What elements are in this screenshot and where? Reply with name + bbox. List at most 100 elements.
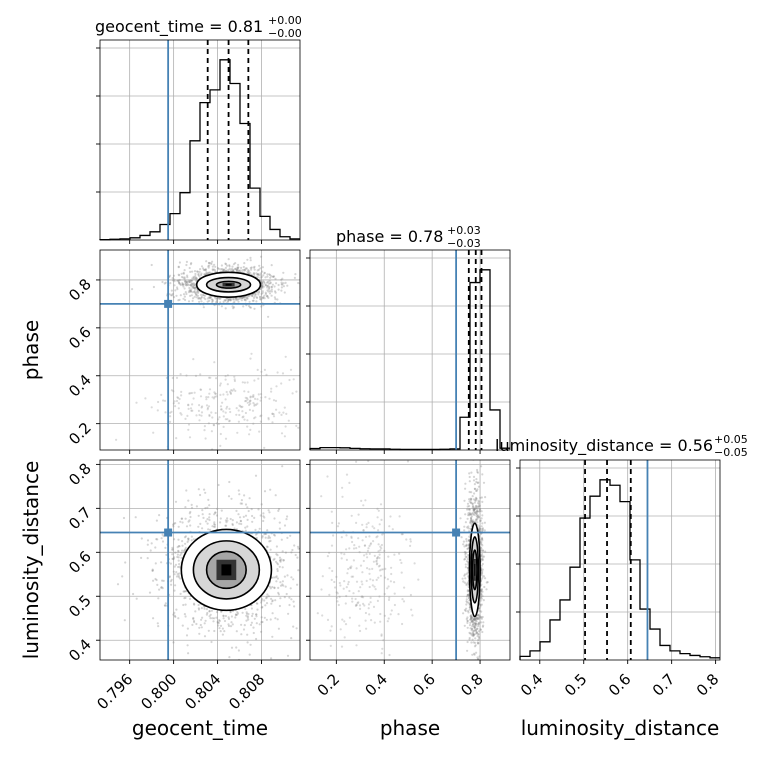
sample-point xyxy=(234,613,237,616)
sample-point xyxy=(280,558,283,561)
sample-point xyxy=(174,289,177,292)
sample-point xyxy=(211,300,214,304)
sample-point xyxy=(235,407,238,410)
sample-point xyxy=(377,550,380,553)
sample-point xyxy=(252,401,255,405)
sample-point xyxy=(177,545,180,548)
sample-point xyxy=(465,600,468,603)
sample-point xyxy=(484,496,487,499)
sample-point xyxy=(228,407,231,410)
sample-point xyxy=(122,516,126,520)
sample-point xyxy=(378,556,381,560)
sample-point xyxy=(302,565,304,567)
sample-point xyxy=(174,551,177,554)
sample-point xyxy=(479,628,482,631)
sample-point xyxy=(194,278,197,281)
sample-point xyxy=(270,597,273,601)
sample-point xyxy=(183,277,186,280)
sample-point xyxy=(468,535,471,538)
sample-point xyxy=(250,607,253,610)
sample-point xyxy=(475,618,478,621)
sample-point xyxy=(246,258,249,261)
sample-point xyxy=(173,565,176,568)
sample-point xyxy=(205,404,209,407)
sample-point xyxy=(248,403,251,407)
sample-point xyxy=(263,294,266,297)
sample-point xyxy=(171,292,174,295)
sample-point xyxy=(163,604,166,607)
sample-point xyxy=(398,515,401,518)
sample-point xyxy=(375,559,378,562)
sample-point xyxy=(255,622,258,625)
sample-point xyxy=(263,368,266,371)
sample-point xyxy=(227,297,230,300)
sample-point xyxy=(472,634,475,637)
sample-point xyxy=(297,569,300,572)
sample-point xyxy=(372,560,375,563)
sample-point xyxy=(228,419,231,422)
sample-point xyxy=(200,300,203,303)
sample-point xyxy=(199,623,202,627)
sample-point xyxy=(207,272,210,275)
sample-point xyxy=(256,368,259,371)
sample-point xyxy=(217,483,220,487)
sample-point xyxy=(186,283,189,286)
sample-point xyxy=(472,479,476,482)
sample-point xyxy=(229,392,232,395)
sample-point xyxy=(247,269,250,272)
sample-point xyxy=(160,586,163,589)
sample-point xyxy=(466,619,469,623)
tick-label-x: 0.8 xyxy=(457,670,487,700)
sample-point xyxy=(206,272,209,275)
sample-point xyxy=(369,542,373,545)
sample-point xyxy=(467,512,470,515)
sample-point xyxy=(173,573,176,576)
sample-point xyxy=(340,552,343,555)
sample-point xyxy=(199,373,202,376)
sample-point xyxy=(187,520,190,523)
panel-bg xyxy=(310,250,510,450)
sample-point xyxy=(270,602,273,605)
sample-point xyxy=(171,279,174,282)
sample-point xyxy=(237,409,240,412)
sample-point xyxy=(355,580,359,583)
sample-point xyxy=(480,555,483,558)
sample-point xyxy=(474,618,477,622)
sample-point xyxy=(358,604,362,607)
sample-point xyxy=(232,388,235,391)
sample-point xyxy=(180,556,183,560)
sample-point xyxy=(208,296,211,299)
sample-point xyxy=(237,420,240,423)
sample-point xyxy=(262,285,265,288)
sample-point xyxy=(471,502,474,505)
sample-point xyxy=(242,415,245,418)
sample-point xyxy=(274,576,277,579)
sample-point xyxy=(478,510,481,513)
sample-point xyxy=(266,280,270,283)
sample-point xyxy=(123,619,126,622)
sample-point xyxy=(472,519,475,522)
sample-point xyxy=(253,516,256,520)
sample-point xyxy=(253,417,256,420)
sample-point xyxy=(146,539,150,542)
sample-point xyxy=(161,587,164,590)
sample-point xyxy=(345,594,348,598)
sample-point xyxy=(224,437,228,440)
sample-point xyxy=(296,583,299,586)
sample-point xyxy=(347,580,350,584)
sample-point xyxy=(216,267,219,270)
sample-point xyxy=(478,621,481,624)
sample-point xyxy=(467,566,470,570)
sample-point xyxy=(479,593,482,597)
sample-point xyxy=(262,515,265,518)
sample-point xyxy=(163,282,166,285)
sample-point xyxy=(284,355,287,358)
sample-point xyxy=(205,271,208,274)
sample-point xyxy=(476,471,479,474)
sample-point xyxy=(224,614,227,618)
sample-point xyxy=(476,507,479,510)
sample-point xyxy=(180,390,183,393)
sample-point xyxy=(207,396,210,399)
sample-point xyxy=(372,540,375,543)
sample-point xyxy=(335,591,338,594)
